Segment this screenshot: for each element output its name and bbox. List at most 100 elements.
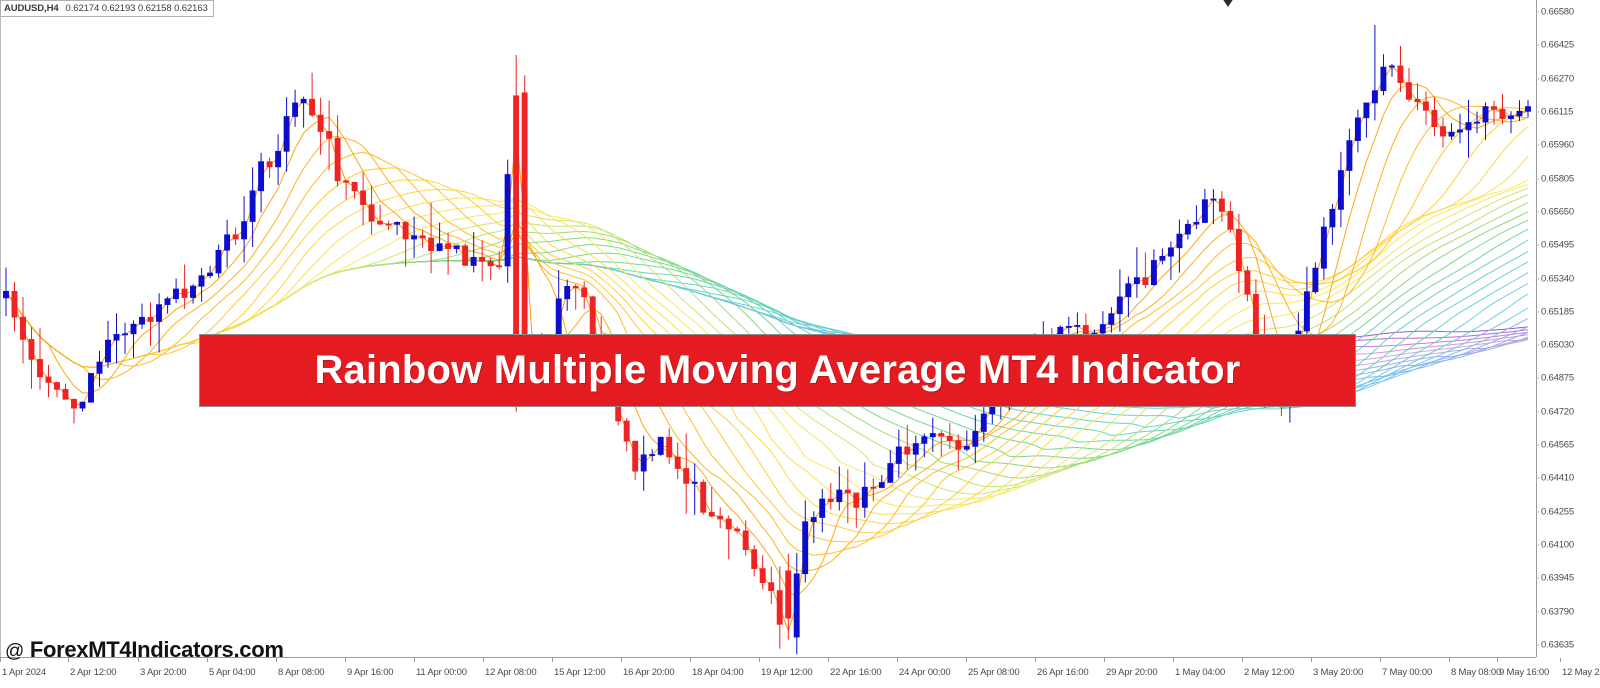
time-axis-line <box>0 657 1536 658</box>
time-tick-mark <box>207 658 208 662</box>
time-tick-mark <box>1311 658 1312 662</box>
chart-plot-area[interactable] <box>0 0 1536 657</box>
candle-body <box>1312 267 1319 293</box>
price-axis[interactable]: ·0.66580 ·0.66425 ·0.66270 ·0.66115 ·0.65960… <box>1537 0 1600 657</box>
candle-body <box>1525 106 1531 112</box>
candle-body <box>1184 223 1191 235</box>
price-tick-label: ·0.65030 <box>1537 339 1574 351</box>
candle-body <box>334 137 341 182</box>
candle-body <box>232 234 239 240</box>
time-tick-mark <box>345 658 346 662</box>
price-tick-label: ·0.66425 <box>1537 39 1574 51</box>
candle-body <box>1431 109 1438 127</box>
candle-body <box>283 116 290 152</box>
price-tick-label: ·0.63635 <box>1537 639 1574 651</box>
candle-body <box>453 245 460 249</box>
price-axis-line <box>1536 0 1537 657</box>
candle-body <box>1099 324 1106 334</box>
candle-body <box>173 288 179 300</box>
candle-body <box>1210 198 1217 201</box>
candle-body <box>785 570 792 619</box>
candle-body <box>963 446 970 450</box>
candle-body <box>844 489 851 494</box>
time-tick-label: 12 May 21:05 <box>1562 667 1600 678</box>
title-banner: Rainbow Multiple Moving Average MT4 Indi… <box>199 334 1356 407</box>
candle-body <box>1414 98 1421 103</box>
candle-body <box>266 161 273 168</box>
candle-body <box>164 298 171 305</box>
candle-body <box>258 161 265 192</box>
candle-body <box>292 102 299 117</box>
symbol-ohlc: 0.62174 0.62193 0.62158 0.62163 <box>65 3 208 14</box>
candle-body <box>1252 293 1259 336</box>
candle-body <box>1108 313 1115 325</box>
candle-body <box>759 568 766 584</box>
candle-body <box>462 245 469 266</box>
candle-body <box>190 285 196 298</box>
candle-body <box>649 454 656 456</box>
candle-body <box>878 482 885 488</box>
candle-body <box>751 549 758 569</box>
time-tick-label: 18 Apr 04:00 <box>692 667 744 678</box>
ma-line <box>5 109 1529 534</box>
candle-body <box>1508 115 1514 120</box>
banner-title: Rainbow Multiple Moving Average MT4 Indi… <box>314 348 1241 392</box>
candle-body <box>1329 208 1336 228</box>
time-tick-mark <box>1449 658 1450 662</box>
candle-body <box>1422 101 1429 111</box>
candle-body <box>1337 170 1344 210</box>
candle-body <box>802 521 809 575</box>
time-tick-mark <box>276 658 277 662</box>
candle-body <box>904 446 911 455</box>
watermark-at: @ <box>5 641 24 662</box>
candle-body <box>581 287 588 298</box>
time-tick-mark <box>138 658 139 662</box>
time-tick-label: 15 Apr 12:00 <box>554 667 606 678</box>
candle-body <box>683 468 690 484</box>
time-tick-label: 26 Apr 16:00 <box>1037 667 1089 678</box>
candle-body <box>1448 131 1455 137</box>
candle-body <box>1150 260 1157 286</box>
candle-body <box>317 114 324 132</box>
price-tick-label: ·0.65185 <box>1537 306 1574 318</box>
candle-body <box>1303 291 1310 332</box>
time-tick-label: 7 May 00:00 <box>1382 667 1433 678</box>
ma-line <box>5 84 1529 597</box>
candle-body <box>28 339 35 360</box>
candle-body <box>402 222 409 240</box>
price-tick-label: ·0.65805 <box>1537 173 1574 185</box>
candle-body <box>88 373 94 403</box>
candle-body <box>938 433 945 437</box>
price-tick-label: ·0.64565 <box>1537 439 1574 451</box>
time-tick-mark <box>1104 658 1105 662</box>
candle-body <box>241 221 248 240</box>
candle-body <box>589 296 596 335</box>
symbol-name: AUDUSD,H4 <box>4 3 59 14</box>
candle-body <box>572 286 579 289</box>
candle-body <box>564 286 571 300</box>
candle-body <box>113 334 120 341</box>
candle-body <box>326 131 333 139</box>
candle-body <box>1482 106 1489 123</box>
time-tick-mark <box>759 658 760 662</box>
time-axis[interactable]: 1 Apr 2024 2 Apr 12:00 3 Apr 20:00 5 Apr 04… <box>0 658 1600 688</box>
candle-body <box>470 256 477 266</box>
time-tick-mark <box>690 658 691 662</box>
candle-body <box>1167 247 1174 257</box>
candle-body <box>827 498 834 502</box>
candle-body <box>708 512 715 517</box>
candle-body <box>921 436 928 444</box>
time-tick-mark <box>552 658 553 662</box>
time-tick-label: 2 Apr 12:00 <box>70 667 117 678</box>
candle-body <box>1142 277 1149 286</box>
candle-body <box>368 204 375 222</box>
time-tick-label: 3 May 20:00 <box>1313 667 1364 678</box>
price-tick-label: ·0.64255 <box>1537 506 1574 518</box>
candle-body <box>504 174 511 267</box>
time-tick-label: 29 Apr 20:00 <box>1106 667 1158 678</box>
candle-body <box>45 376 52 383</box>
time-tick-label: 9 May 16:00 <box>1499 667 1550 678</box>
time-tick-label: 12 Apr 08:00 <box>485 667 537 678</box>
candle-body <box>215 249 222 274</box>
